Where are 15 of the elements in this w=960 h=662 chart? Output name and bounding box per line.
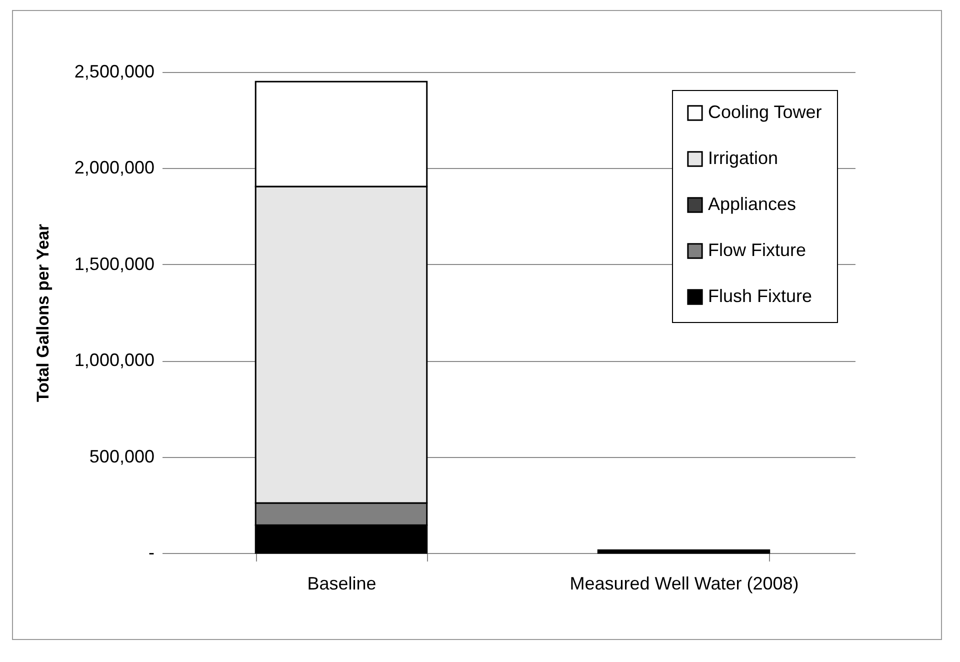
bar — [597, 549, 770, 554]
y-axis-title: Total Gallons per Year — [33, 224, 52, 402]
y-tick-label: 500,000 — [89, 446, 154, 466]
y-tick-label: 1,500,000 — [74, 254, 154, 274]
legend-label: Flush Fixture — [708, 286, 812, 306]
y-tick-label: 2,500,000 — [74, 62, 154, 82]
x-tick-label: Baseline — [307, 574, 376, 594]
y-tick-label: - — [148, 542, 154, 562]
legend-label: Cooling Tower — [708, 102, 822, 122]
legend-label: Irrigation — [708, 148, 778, 168]
y-tick-label: 1,000,000 — [74, 350, 154, 370]
legend-label: Appliances — [708, 194, 796, 214]
legend-label: Flow Fixture — [708, 240, 806, 260]
y-tick-label: 2,000,000 — [74, 158, 154, 178]
x-tick-label: Measured Well Water (2008) — [570, 574, 799, 594]
